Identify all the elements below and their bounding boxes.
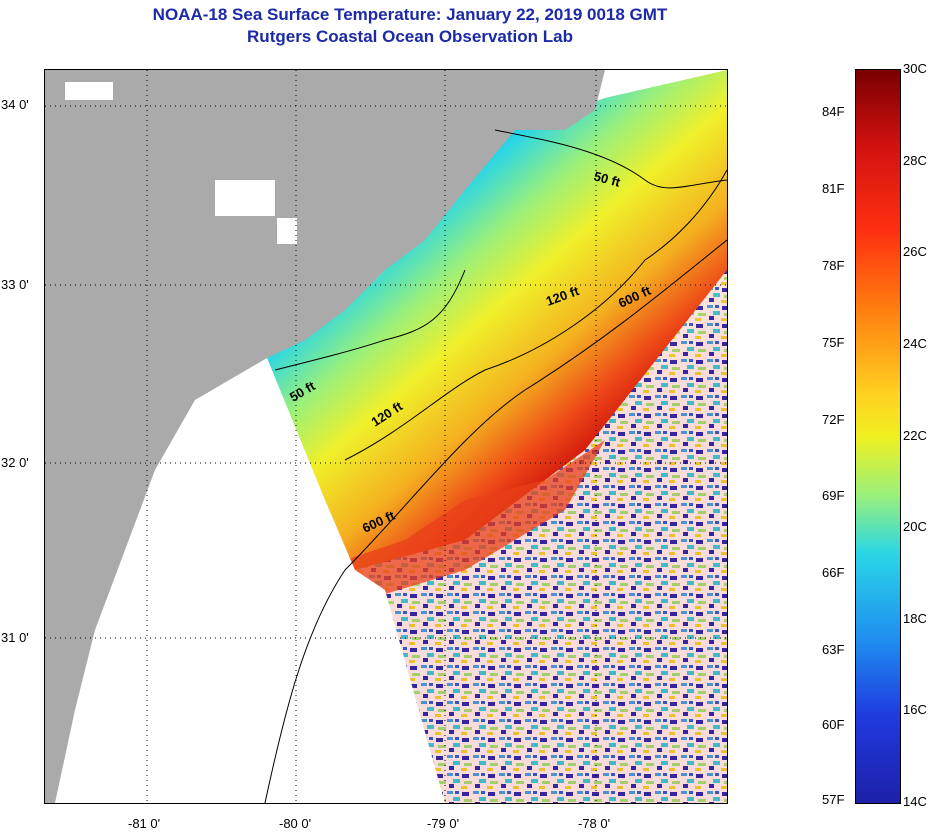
lat-label-34: 34 0' bbox=[1, 97, 29, 112]
colorbar-fahrenheit-label: 81F bbox=[822, 181, 845, 196]
colorbar-celsius-label: 16C bbox=[903, 702, 927, 718]
map-title: NOAA-18 Sea Surface Temperature: January… bbox=[152, 5, 668, 24]
colorbar-fahrenheit-label: 57F bbox=[822, 792, 845, 807]
colorbar-fahrenheit-label: 78F bbox=[822, 258, 845, 273]
colorbar-celsius-label: 20C bbox=[903, 519, 927, 535]
contour-label: 50 ft bbox=[592, 168, 622, 190]
cloud-speckle-area bbox=[355, 270, 727, 803]
lon-label-79: -79 0' bbox=[427, 816, 460, 831]
colorbar-celsius-label: 24C bbox=[903, 335, 927, 351]
colorbar-celsius-label: 14C bbox=[903, 794, 927, 809]
colorbar-fahrenheit-label: 84F bbox=[822, 104, 845, 119]
depth-contours bbox=[264, 129, 727, 803]
colorbar-celsius-label: 28C bbox=[903, 152, 927, 168]
colorbar-fahrenheit-label: 60F bbox=[822, 717, 845, 732]
lon-label-78: -78 0' bbox=[578, 816, 611, 831]
colorbar-celsius-label: 18C bbox=[903, 610, 927, 626]
colorbar-fahrenheit-label: 75F bbox=[822, 335, 845, 350]
colorbar-celsius-label: 30C bbox=[903, 61, 927, 76]
colorbar-fahrenheit-label: 63F bbox=[822, 642, 845, 657]
lat-label-32: 32 0' bbox=[1, 455, 29, 470]
map-subtitle: Rutgers Coastal Ocean Observation Lab bbox=[247, 27, 573, 46]
temperature-colorbar bbox=[855, 69, 901, 804]
sst-map-canvas: 50 ft 50 ft 120 ft 120 ft 600 ft 600 ft bbox=[45, 70, 727, 803]
lat-label-33: 33 0' bbox=[1, 277, 29, 292]
colorbar-fahrenheit-label: 69F bbox=[822, 488, 845, 503]
colorbar-celsius-label: 22C bbox=[903, 427, 927, 443]
lon-label-81: -81 0' bbox=[128, 816, 161, 831]
colorbar-fahrenheit-label: 72F bbox=[822, 412, 845, 427]
sst-map: 50 ft 50 ft 120 ft 120 ft 600 ft 600 ft bbox=[44, 69, 728, 804]
colorbar-celsius-label: 26C bbox=[903, 244, 927, 260]
graticule bbox=[45, 70, 727, 803]
lat-label-31: 31 0' bbox=[1, 630, 29, 645]
colorbar-fahrenheit-label: 66F bbox=[822, 565, 845, 580]
land-area bbox=[45, 70, 605, 803]
lon-label-80: -80 0' bbox=[279, 816, 312, 831]
